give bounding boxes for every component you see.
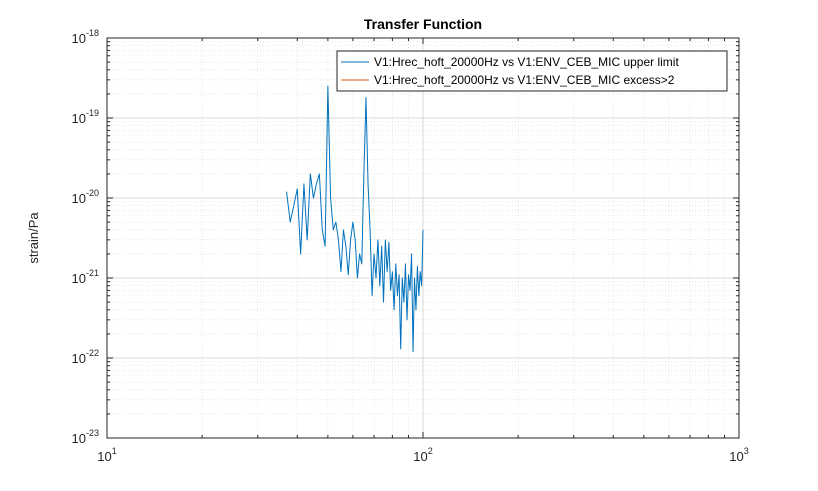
- y-tick-label: 10-20: [72, 188, 99, 206]
- series-line-upper-limit: [286, 85, 424, 353]
- legend: V1:Hrec_hoft_20000Hz vs V1:ENV_CEB_MIC u…: [336, 50, 728, 92]
- x-tick-label: 102: [413, 446, 432, 464]
- chart-title: Transfer Function: [364, 16, 482, 32]
- ticks: [106, 38, 739, 439]
- legend-label-upper-limit: V1:Hrec_hoft_20000Hz vs V1:ENV_CEB_MIC u…: [374, 55, 679, 69]
- y-tick-label: 10-23: [72, 428, 99, 446]
- legend-label-excess: V1:Hrec_hoft_20000Hz vs V1:ENV_CEB_MIC e…: [374, 73, 675, 87]
- x-tick-label: 101: [97, 446, 116, 464]
- tick-labels: 101 102 103 10-23 10-22 10-21 10-20 10-19 10-18: [72, 28, 749, 464]
- series-layer: [286, 85, 424, 353]
- y-tick-label: 10-22: [72, 348, 99, 366]
- x-tick-label: 103: [729, 446, 748, 464]
- y-tick-label: 10-21: [72, 268, 99, 286]
- y-tick-label: 10-18: [72, 28, 99, 46]
- legend-box: [336, 50, 728, 92]
- y-tick-label: 10-19: [72, 108, 99, 126]
- y-axis-label: strain/Pa: [26, 212, 41, 264]
